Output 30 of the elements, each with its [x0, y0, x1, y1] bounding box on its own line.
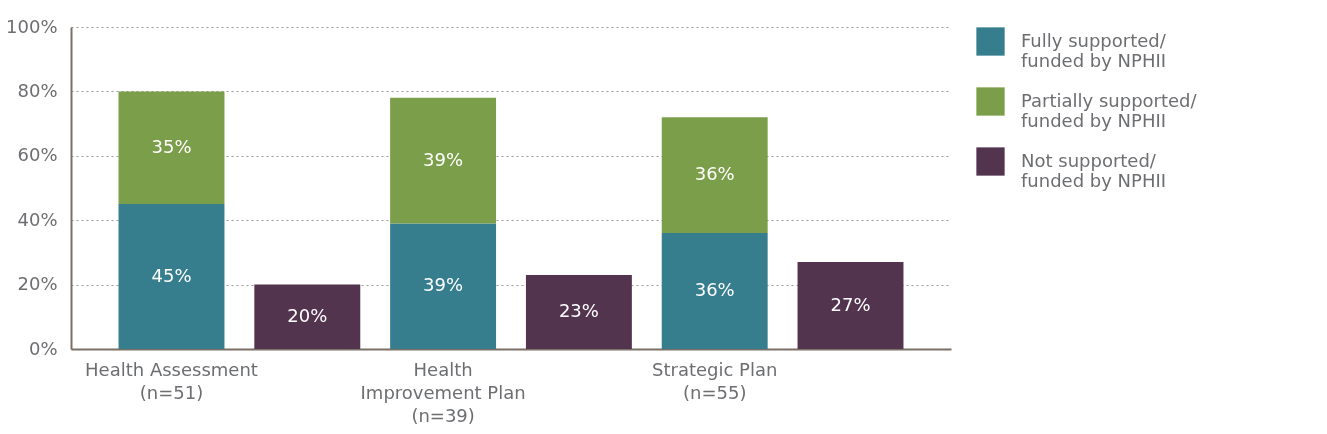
- y-tick-label: 80%: [17, 79, 58, 101]
- legend-label: Partially supported/ funded by NPHII: [1021, 89, 1198, 131]
- y-tick-label: 40%: [17, 208, 58, 230]
- data-label: 39%: [423, 274, 464, 296]
- x-tick-label: Health Assessment (n=51): [85, 358, 258, 403]
- x-tick-label: Strategic Plan (n=55): [652, 358, 778, 403]
- data-label: 35%: [151, 135, 192, 157]
- x-tick-label: Health Improvement Plan (n=39): [360, 358, 526, 426]
- bar: [254, 284, 361, 349]
- y-tick-label: 20%: [17, 273, 58, 295]
- y-tick-label: 60%: [17, 144, 58, 166]
- data-label: 23%: [558, 299, 599, 321]
- bar: [525, 274, 632, 349]
- legend-label: Not supported/ funded by NPHII: [1021, 149, 1167, 191]
- data-label: 45%: [151, 264, 192, 286]
- data-label: 36%: [694, 163, 735, 185]
- bar: [118, 204, 225, 349]
- bar: [118, 91, 225, 205]
- bar: [661, 233, 768, 349]
- data-label: 39%: [423, 148, 464, 170]
- bar: [390, 97, 497, 224]
- data-label: 20%: [287, 304, 328, 326]
- bar: [390, 223, 497, 349]
- y-tick-label: 100%: [6, 15, 58, 37]
- bar: [797, 262, 904, 349]
- data-label: 36%: [694, 279, 735, 301]
- bar: [661, 117, 768, 234]
- y-tick-label: 0%: [28, 337, 58, 359]
- legend-label: Fully supported/ funded by NPHII: [1021, 29, 1167, 71]
- data-label: 27%: [830, 293, 871, 315]
